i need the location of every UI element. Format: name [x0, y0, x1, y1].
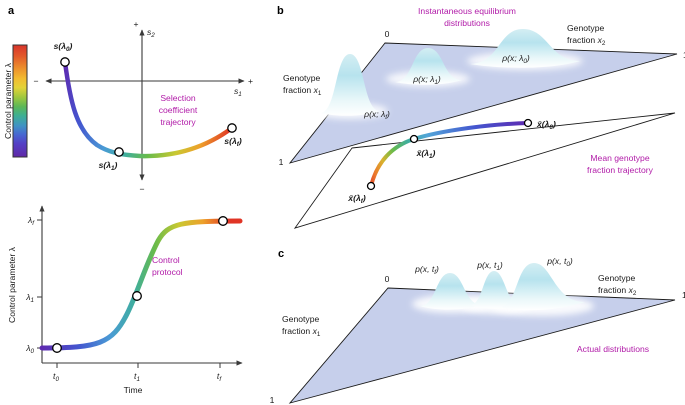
rho-lambdaf-label: ρ(x; λf): [363, 109, 390, 121]
s2-axis-label: s2: [147, 27, 155, 39]
s2-plus-sign: +: [133, 19, 138, 29]
genotype-x2-label-c-line1: Genotype: [598, 273, 635, 283]
p-t0-label: p(x, t0): [546, 256, 573, 268]
s1-axis-label: s1: [234, 86, 242, 98]
selection-trajectory-annotation-line1: Selection: [160, 93, 196, 103]
xbar-lambdaf-label: x̄(λf): [347, 193, 366, 205]
xbar-point-lambda1: [409, 134, 419, 144]
control-parameter-colorbar: [12, 44, 28, 158]
selection-trajectory-annotation-line2: coefficient: [159, 105, 198, 115]
control-protocol-curve: [39, 218, 243, 351]
simplex-b-corner-one-right: 1: [683, 50, 685, 60]
selection-coefficient-trajectory-curve: [62, 59, 235, 159]
protocol-point-tf: [218, 216, 228, 226]
ytick-label-lambda1: λ1: [25, 292, 34, 304]
s1-plus-sign: +: [248, 76, 253, 86]
xbar-lambda1-label: x̄(λ1): [416, 148, 436, 160]
distribution-bump-p-0: [500, 263, 585, 311]
simplex-c-corner-one-right: 1: [682, 290, 685, 300]
mean-trajectory-plane: [293, 112, 676, 229]
control-protocol-annotation-line1: Control: [152, 255, 180, 265]
ytick-label-lambda0: λ0: [25, 343, 34, 355]
protocol-point-t1: [132, 291, 142, 301]
distribution-bump-p-1: [470, 271, 520, 309]
simplex-b-corner-zero: 0: [385, 29, 390, 39]
distribution-bump-rho-f: [320, 54, 380, 116]
simplex-c-corner-one-left: 1: [270, 395, 275, 405]
distribution-bump-p-f: [420, 273, 482, 310]
control-protocol-annotation-line2: protocol: [152, 267, 183, 277]
xbar-point-lambda0: [523, 118, 533, 128]
equilibrium-title-line1: Instantaneous equilibrium: [418, 6, 516, 16]
s-lambda0-label: s(λ0): [54, 41, 73, 53]
equilibrium-title-line2: distributions: [444, 18, 490, 28]
panel-a: a Control parameter λ + − − + s2 s1 s(λ0…: [3, 5, 253, 395]
xtick-label-tf: tf: [217, 371, 222, 383]
simplex-c-corner-zero: 0: [385, 274, 390, 284]
genotype-x1-label-c-line2: fraction x1: [282, 326, 321, 338]
panel-c: c p(x, tf) p(x, t1) p(x, t0) 0 1 1 Genot…: [270, 248, 685, 405]
p-tf-label: p(x, tf): [414, 264, 439, 276]
p-t1-label: p(x, t1): [476, 260, 503, 272]
mean-trajectory-annotation-line2: fraction trajectory: [587, 165, 654, 175]
s1-minus-sign: −: [33, 76, 38, 86]
panel-b-letter: b: [277, 5, 284, 17]
xtick-label-t1: t1: [134, 371, 140, 383]
rho-lambda1-label: ρ(x; λ1): [412, 74, 441, 86]
s-lambda1-label: s(λ1): [99, 160, 118, 172]
actual-distributions-annotation: Actual distributions: [577, 344, 649, 354]
panel-c-letter: c: [278, 248, 284, 260]
genotype-x1-label-c-line1: Genotype: [282, 314, 319, 324]
genotype-x1-label-b-line1: Genotype: [283, 73, 320, 83]
colorbar-label: Control parameter λ: [3, 62, 13, 139]
simplex-b-corner-one-left: 1: [279, 157, 284, 167]
s-lambdaf-label: s(λf): [224, 136, 242, 148]
xtick-label-t0: t0: [53, 371, 59, 383]
protocol-x-axis-label: Time: [124, 385, 143, 395]
trajectory-point-lambda1: [114, 147, 124, 157]
selection-trajectory-annotation-line3: trajectory: [160, 117, 196, 127]
genotype-x1-label-b-line2: fraction x1: [283, 85, 322, 97]
distribution-bump-rho-1: [395, 48, 462, 85]
trajectory-point-lambdaf: [227, 123, 237, 133]
genotype-x2-label-b-line1: Genotype: [567, 23, 604, 33]
xbar-lambda0-label: x̄(λ0): [536, 119, 556, 131]
mean-trajectory-annotation-line1: Mean genotype: [590, 153, 649, 163]
trajectory-point-lambda0: [60, 57, 70, 67]
ytick-label-lambdaf: λf: [27, 215, 35, 227]
rho-lambda0-label: ρ(x; λ0): [501, 53, 530, 65]
genotype-x2-label-c-line2: fraction x2: [598, 285, 637, 297]
protocol-y-axis-label: Control parameter λ: [7, 246, 17, 323]
s2-minus-sign: −: [139, 184, 144, 194]
xbar-point-lambdaf: [366, 181, 376, 191]
panel-b: b Instantaneous equilibrium distribution…: [277, 5, 685, 229]
protocol-point-t0: [52, 343, 62, 353]
distribution-bump-rho-0: [470, 29, 580, 68]
panel-a-letter: a: [8, 5, 15, 17]
genotype-x2-label-b-line2: fraction x2: [567, 35, 606, 47]
